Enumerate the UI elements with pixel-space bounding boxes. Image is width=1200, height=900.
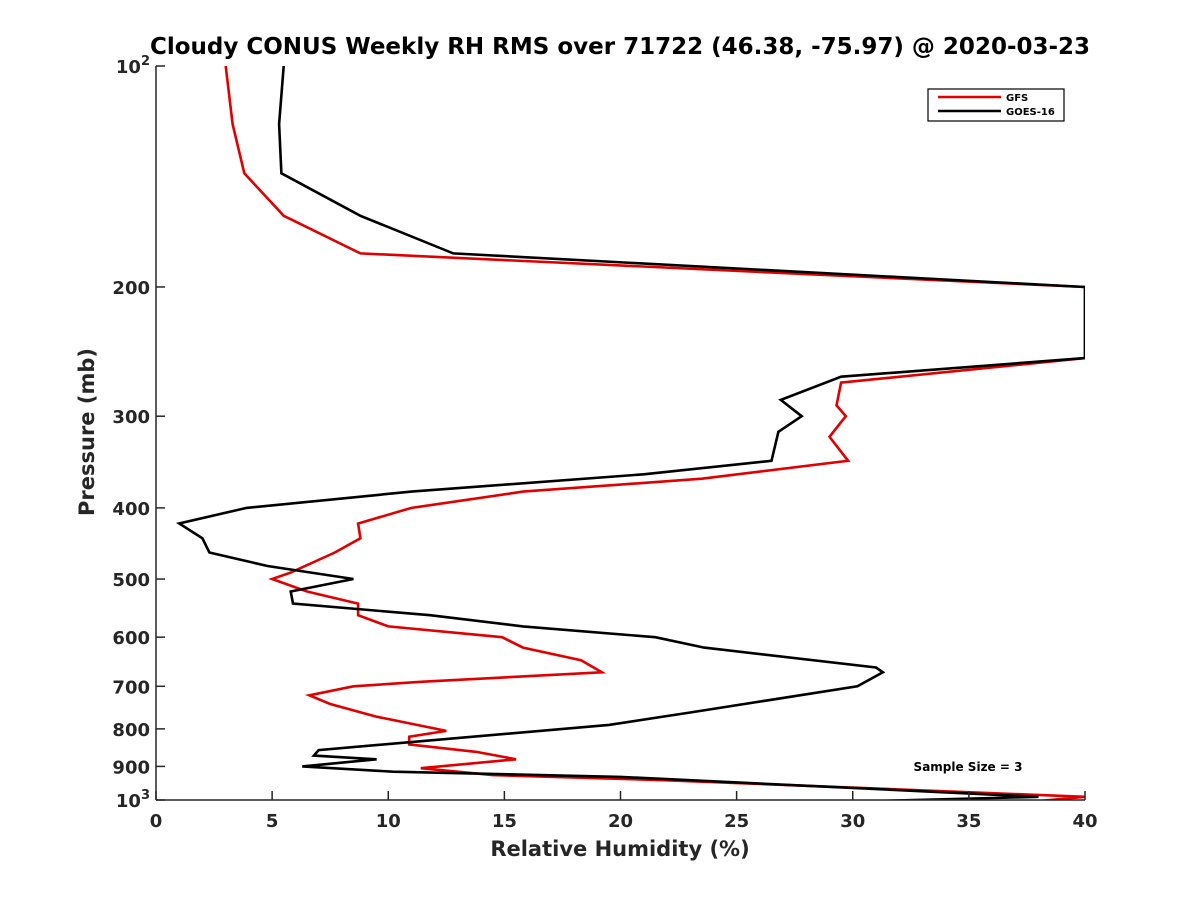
y-tick-label: 800 — [112, 720, 150, 741]
series-line-gfs — [224, 66, 1085, 800]
legend-label-gfs: GFS — [1006, 93, 1028, 104]
x-tick-label: 10 — [376, 811, 401, 832]
series-line-goes16 — [175, 66, 1085, 800]
y-tick-label: 600 — [112, 628, 150, 649]
plot-area — [156, 66, 1085, 800]
x-tick-label: 35 — [956, 811, 981, 832]
y-tick-label: 900 — [112, 757, 150, 778]
x-tick-label: 25 — [724, 811, 749, 832]
y-tick-label: 300 — [112, 407, 150, 428]
x-tick-label: 0 — [150, 811, 163, 832]
axes-background — [156, 66, 1085, 800]
axes-layer: 0 5 10 15 20 25 30 35 40 102 200 300 400 500 600 700 800… — [112, 54, 1097, 832]
y-tick-label: 400 — [112, 499, 150, 520]
y-tick-label: 700 — [112, 677, 150, 698]
y-tick-label: 103 — [116, 788, 150, 812]
x-axis-label: Relative Humidity (%) — [490, 837, 749, 861]
y-tick-label: 102 — [116, 54, 150, 78]
chart-title: Cloudy CONUS Weekly RH RMS over 71722 (4… — [150, 34, 1090, 60]
y-axis-label: Pressure (mb) — [75, 348, 99, 516]
x-tick-label: 40 — [1072, 811, 1097, 832]
x-tick-label: 20 — [608, 811, 633, 832]
legend-box — [927, 88, 1065, 122]
x-tick-label: 30 — [840, 811, 865, 832]
y-tick-label: 500 — [112, 570, 150, 591]
legend-label-goes16: GOES-16 — [1006, 107, 1055, 118]
legend: GFS GOES-16 — [927, 88, 1065, 122]
x-tick-label: 5 — [266, 811, 279, 832]
sample-size-annotation: Sample Size = 3 — [914, 760, 1023, 774]
series-layer — [175, 66, 1085, 800]
x-tick-label: 15 — [492, 811, 517, 832]
y-tick-label: 200 — [112, 278, 150, 299]
